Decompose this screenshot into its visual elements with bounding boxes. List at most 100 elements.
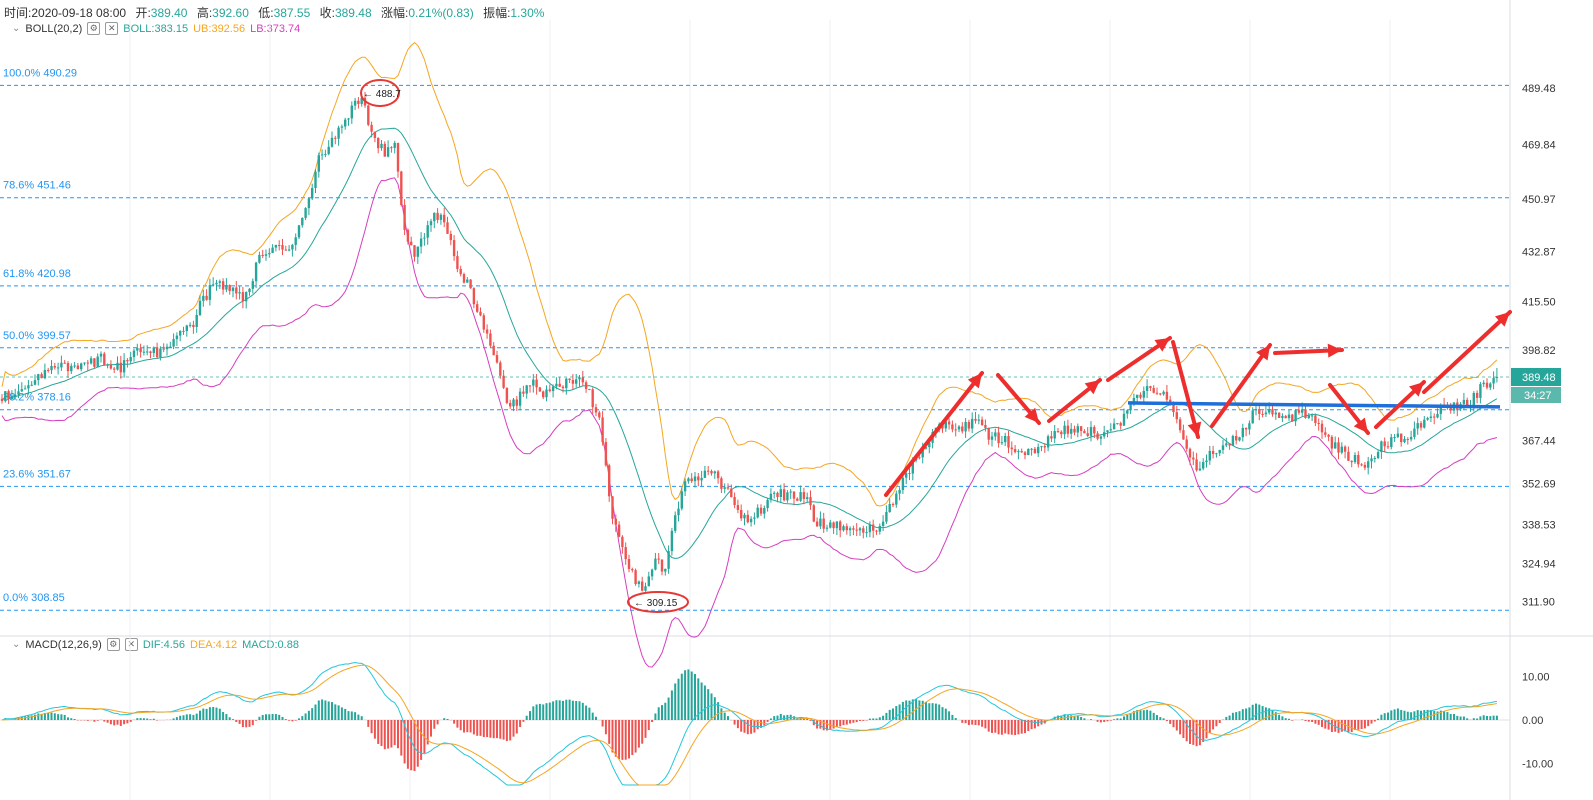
candle-body: [1482, 382, 1485, 385]
current-price-label: 389.48: [1522, 372, 1556, 384]
candle-body: [1277, 412, 1281, 418]
candle-body: [7, 391, 10, 400]
trend-arrow: [884, 371, 984, 497]
candle-body: [637, 581, 641, 585]
candle-body: [1383, 441, 1386, 447]
candle-body: [1320, 423, 1324, 433]
candle-body: [489, 333, 492, 346]
candle-body: [63, 362, 66, 364]
fib-level-label: 78.6% 451.46: [3, 180, 71, 192]
candle-body: [1060, 431, 1063, 435]
candle-body: [799, 492, 802, 501]
price-tick-label: 324.94: [1522, 559, 1556, 571]
amplitude-value: 1.30%: [510, 6, 545, 20]
candle-body: [878, 525, 881, 532]
fib-level-label: 38.2% 378.16: [3, 392, 71, 404]
candle-body: [410, 241, 413, 246]
candle-body: [132, 350, 136, 358]
trend-arrow-head: [1024, 407, 1039, 423]
price-tick-label: 398.82: [1522, 345, 1556, 357]
candle-body: [396, 142, 400, 172]
close-value: 389.48: [334, 6, 372, 20]
candle-body: [383, 143, 386, 157]
candle-body: [99, 353, 103, 357]
candle-body: [1086, 433, 1089, 436]
candle-body: [773, 492, 776, 494]
candle-body: [924, 447, 928, 449]
candle-body: [842, 526, 845, 531]
candle-body: [654, 558, 657, 570]
candle-body: [1126, 410, 1129, 414]
amplitude-label: 振幅:: [483, 6, 511, 20]
candle-body: [1337, 442, 1340, 453]
time-label: 时间:: [4, 6, 32, 20]
candle-body: [515, 399, 518, 406]
boll-middle-band: [1, 127, 1498, 560]
ohlc-header: 时间:2020-09-18 08:00 开:389.40 高:392.60 低:…: [4, 4, 550, 21]
macd-dif-line: [1, 661, 1497, 786]
candle-body: [928, 442, 931, 448]
boll-name: BOLL(20,2): [25, 22, 83, 35]
boll-mid-value: BOLL:383.15: [123, 22, 189, 35]
candle-body: [604, 442, 608, 466]
candle-body: [113, 368, 116, 370]
fib-level-label: 61.8% 420.98: [3, 268, 71, 280]
candle-body: [1403, 438, 1406, 443]
candle-body: [723, 487, 726, 489]
candle-body: [1241, 427, 1244, 438]
candle-body: [571, 379, 575, 384]
candle-body: [281, 245, 284, 250]
low-label: 低:: [258, 6, 274, 20]
high-value: 392.60: [212, 6, 249, 20]
candle-body: [416, 246, 419, 257]
price-tick-label: 450.97: [1522, 194, 1556, 206]
candle-body: [225, 285, 228, 290]
candle-body: [862, 528, 865, 533]
boll-lb-value: LB:373.74: [250, 22, 301, 35]
candle-body: [1363, 464, 1367, 468]
candle-body: [1192, 457, 1195, 460]
trend-arrow-head: [1187, 421, 1202, 437]
candle-body: [1419, 423, 1423, 428]
candle-body: [855, 529, 858, 531]
candle-body: [1116, 423, 1119, 425]
candle-body: [66, 363, 70, 372]
candle-body: [1050, 436, 1053, 439]
candle-body: [881, 521, 885, 526]
gear-icon[interactable]: ⚙: [87, 22, 101, 35]
candle-body: [1056, 431, 1060, 433]
candle-body: [650, 569, 654, 577]
candle-body: [482, 315, 485, 330]
candle-body: [377, 137, 380, 149]
chevron-down-icon[interactable]: ⌄: [12, 23, 21, 34]
candle-body: [33, 380, 37, 385]
candle-body: [990, 436, 994, 440]
candle-body: [852, 528, 855, 530]
candle-body: [624, 547, 627, 560]
close-icon[interactable]: ✕: [105, 22, 119, 35]
close-icon[interactable]: ✕: [124, 638, 138, 651]
candle-body: [1261, 413, 1264, 415]
candle-body: [337, 127, 340, 139]
candle-body: [1017, 451, 1020, 453]
candle-body: [1093, 427, 1096, 434]
candle-body: [1264, 412, 1268, 415]
candle-body: [1145, 386, 1149, 391]
candle-body: [446, 222, 449, 234]
candle-body: [165, 346, 169, 350]
open-label: 开:: [135, 6, 151, 20]
candle-body: [10, 397, 14, 400]
candle-body: [584, 382, 588, 389]
candle-body: [1324, 432, 1327, 435]
candle-body: [621, 536, 624, 548]
trend-arrow-head: [1084, 380, 1100, 395]
macd-tick-label: 10.00: [1522, 672, 1550, 684]
candle-body: [1330, 436, 1334, 449]
gear-icon[interactable]: ⚙: [106, 638, 120, 651]
candle-body: [895, 493, 898, 505]
chevron-down-icon[interactable]: ⌄: [12, 639, 21, 650]
candle-body: [172, 339, 175, 347]
trend-arrow: [1210, 343, 1272, 428]
candle-body: [403, 204, 406, 230]
